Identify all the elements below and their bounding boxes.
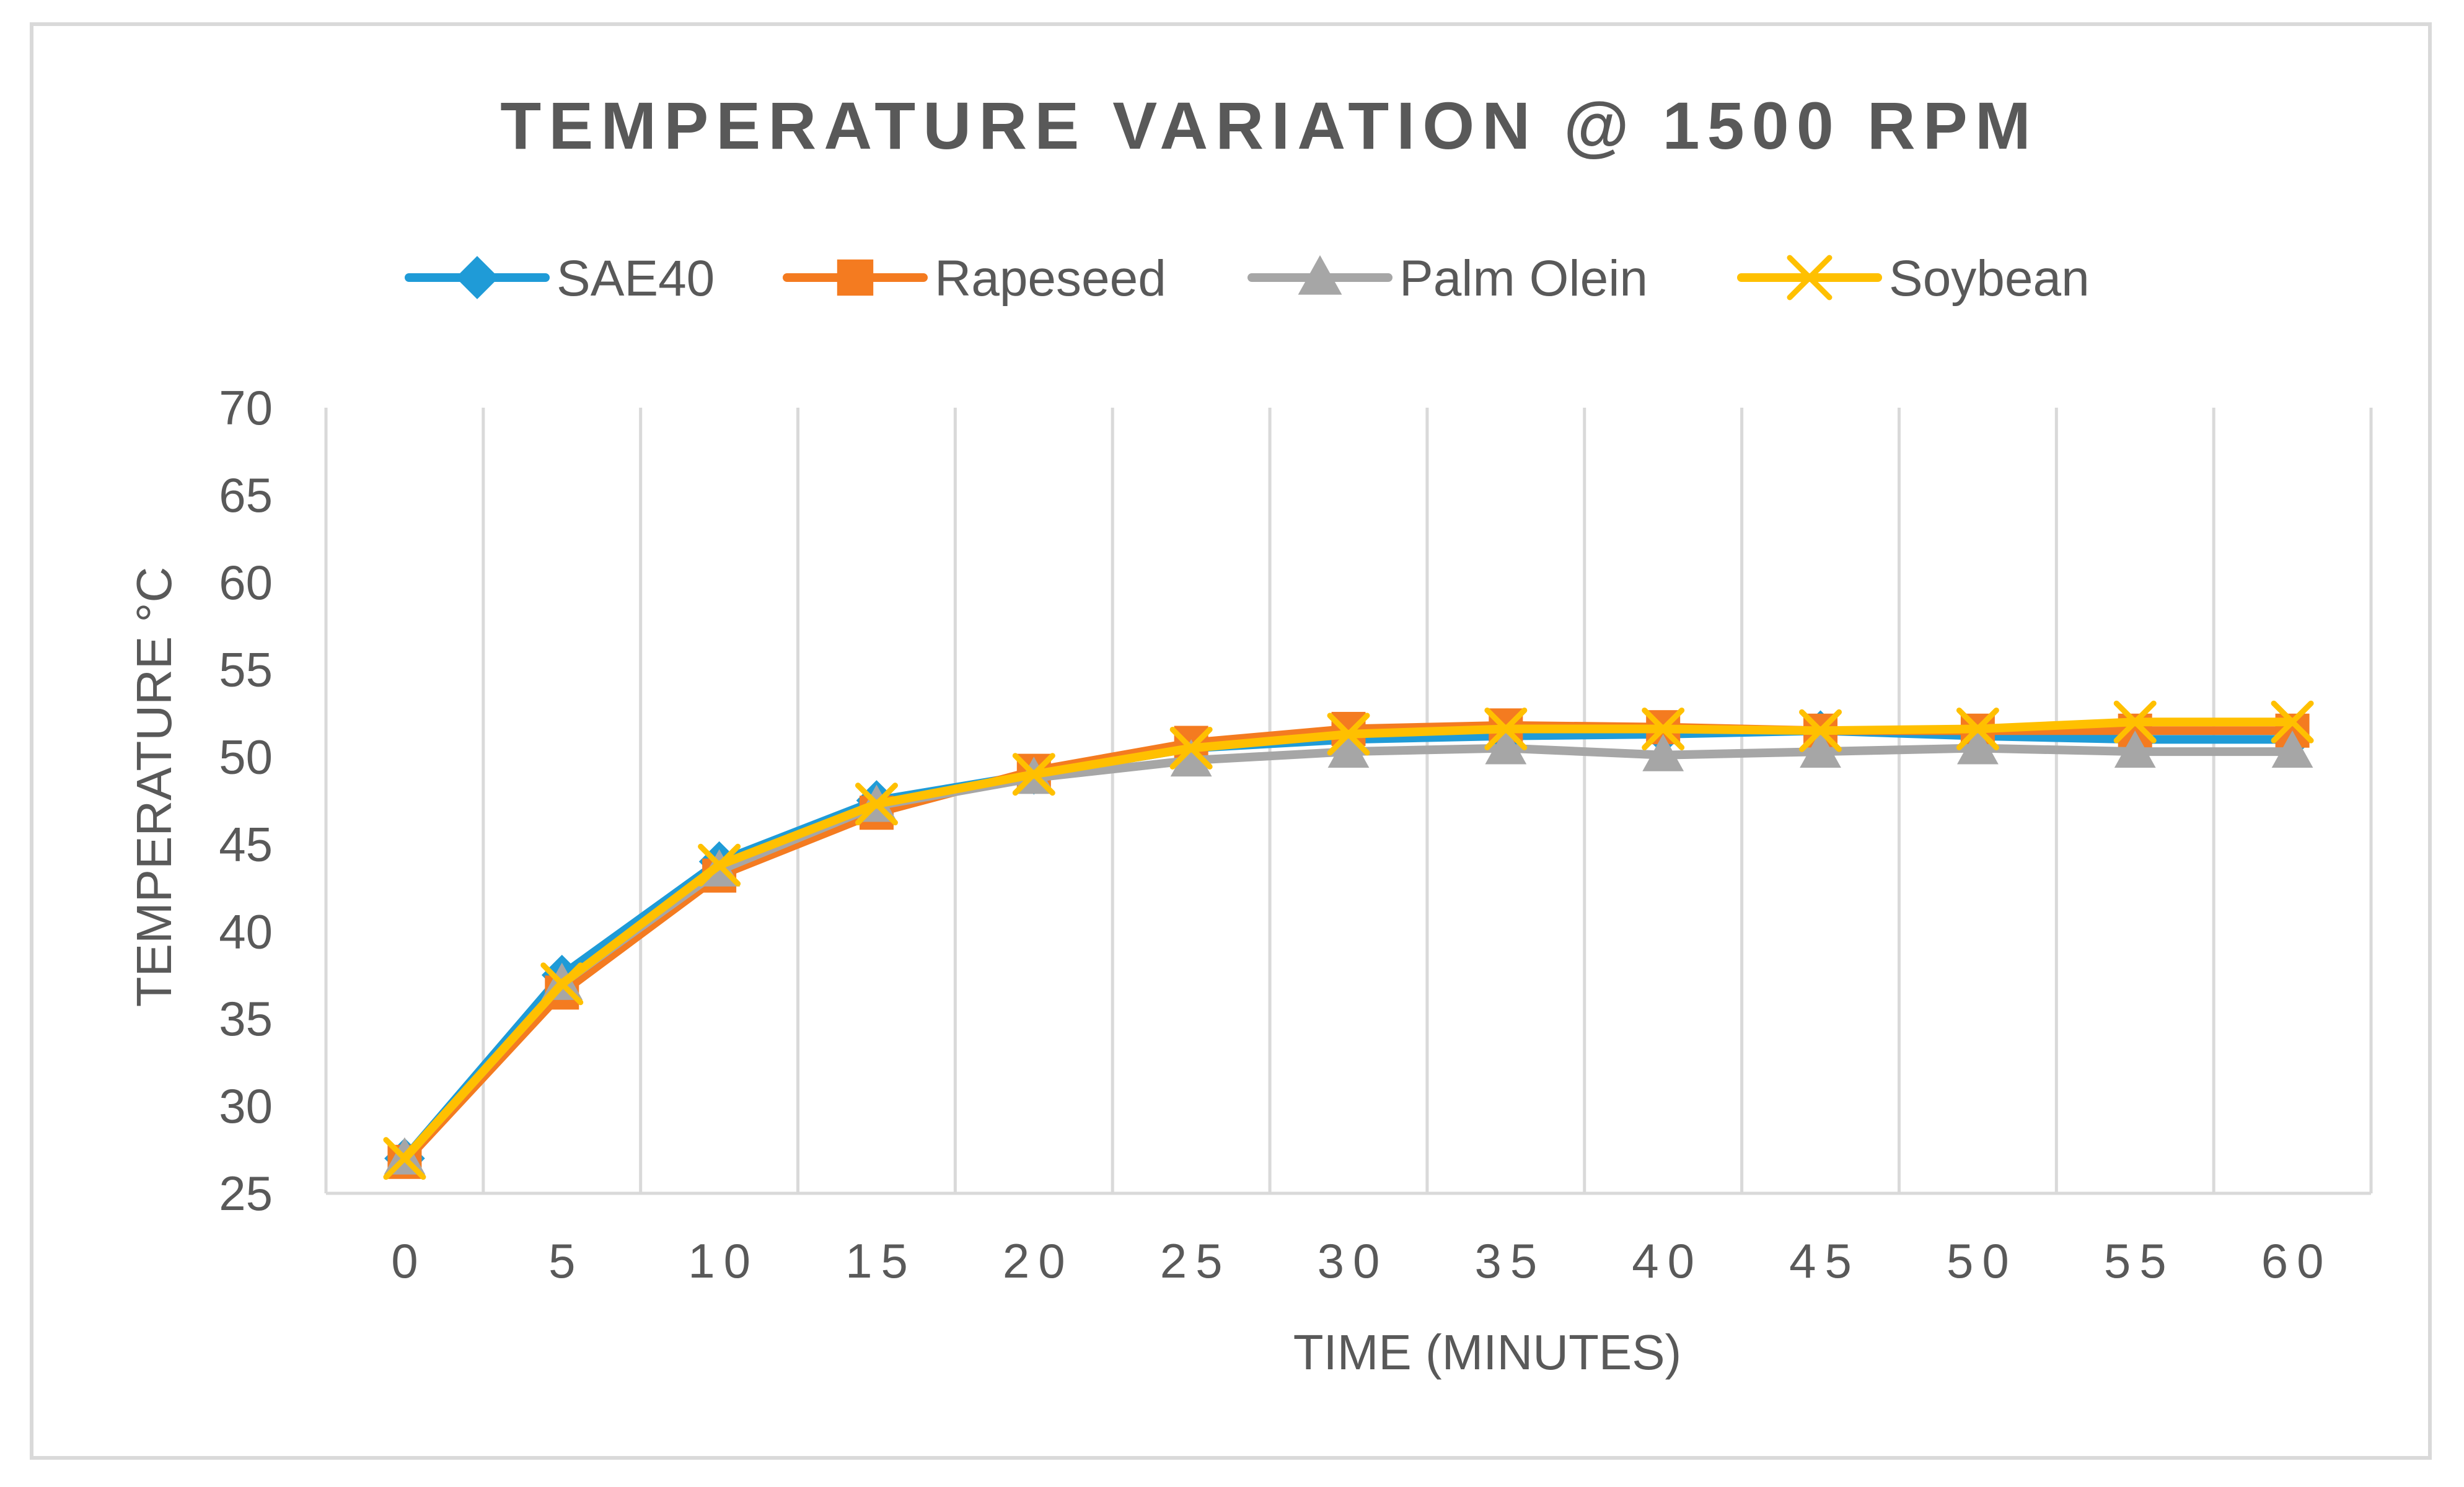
data-point-x	[540, 962, 584, 1006]
data-point-square	[837, 259, 874, 296]
series-rapeseed	[387, 708, 2310, 1179]
data-point-triangle	[2114, 730, 2156, 768]
data-point-x	[1642, 707, 1685, 750]
y-axis-title: TEMPERATURE °C	[126, 567, 182, 1007]
data-point-triangle	[1327, 730, 1370, 768]
data-point-x	[855, 783, 898, 826]
x-tick-label: 55	[2104, 1234, 2175, 1288]
y-tick-label: 30	[219, 1079, 273, 1133]
x-axis-ticks: 0 5 10 15 20 25 30 35 40 45 50 55 60	[391, 1234, 2333, 1288]
x-tick-label: 40	[1632, 1234, 1703, 1288]
data-point-triangle	[1956, 727, 1999, 765]
series-line	[401, 726, 2293, 1162]
data-point-triangle	[1800, 730, 1841, 768]
data-point-x	[1799, 709, 1842, 752]
x-tick-label: 60	[2261, 1234, 2333, 1288]
legend-label: Palm Olein	[1399, 250, 1648, 307]
data-point-x	[383, 1137, 426, 1180]
legend-label: SAE40	[557, 250, 715, 307]
gridlines	[324, 408, 2373, 1195]
y-tick-label: 40	[219, 904, 273, 958]
chart-title: TEMPERATURE VARIATION @ 1500 RPM	[500, 88, 2038, 163]
legend: SAE40 Rapeseed Palm Olein Soybean	[405, 250, 2090, 307]
legend-item-rapeseed: Rapeseed	[783, 250, 1166, 307]
x-tick-label: 35	[1474, 1234, 1546, 1288]
data-point-triangle	[1642, 734, 1684, 771]
y-tick-label: 35	[219, 991, 273, 1046]
data-point-x	[1012, 753, 1055, 796]
x-axis-title: TIME (MINUTES)	[1293, 1325, 1682, 1380]
series-sae40	[384, 710, 2313, 1179]
legend-label: Soybean	[1889, 250, 2090, 307]
data-point-x	[1327, 713, 1370, 756]
legend-item-sae40: SAE40	[405, 250, 715, 307]
x-tick-label: 10	[688, 1234, 759, 1288]
series-line	[401, 721, 2293, 1165]
legend-item-soybean: Soybean	[1737, 250, 2090, 307]
data-point-diamond	[455, 256, 499, 299]
data-point-x	[2271, 700, 2314, 744]
data-point-triangle	[1298, 255, 1342, 295]
x-tick-label: 45	[1789, 1234, 1860, 1288]
data-point-x	[698, 843, 741, 887]
legend-label: Rapeseed	[935, 250, 1166, 307]
series-line	[401, 744, 2293, 1162]
x-tick-label: 5	[548, 1234, 584, 1288]
y-axis-ticks: 25 30 35 40 45 50 55 60 65 70	[219, 380, 273, 1221]
y-tick-label: 45	[219, 817, 273, 871]
series-palm-olein	[384, 727, 2313, 1175]
y-tick-label: 65	[219, 468, 273, 522]
series-soybean	[383, 700, 2314, 1180]
series-group	[383, 700, 2314, 1180]
y-tick-label: 55	[219, 643, 273, 697]
data-point-triangle	[1485, 727, 1527, 765]
data-point-x	[1169, 726, 1213, 770]
y-tick-label: 70	[219, 380, 273, 435]
legend-item-palm-olein: Palm Olein	[1247, 250, 1648, 307]
data-point-triangle	[2271, 730, 2313, 768]
y-tick-label: 60	[219, 555, 273, 610]
data-point-x	[2113, 700, 2157, 744]
data-point-x	[1787, 255, 1833, 300]
x-tick-label: 30	[1318, 1234, 1389, 1288]
data-point-x	[1956, 707, 1999, 750]
y-tick-label: 25	[219, 1166, 273, 1221]
x-tick-label: 15	[845, 1234, 917, 1288]
x-tick-label: 50	[1947, 1234, 2018, 1288]
x-tick-label: 25	[1160, 1234, 1231, 1288]
x-tick-label: 20	[1003, 1234, 1074, 1288]
data-point-x	[1484, 707, 1528, 750]
x-tick-label: 0	[391, 1234, 426, 1288]
y-tick-label: 50	[219, 730, 273, 784]
series-line	[401, 717, 2293, 1162]
